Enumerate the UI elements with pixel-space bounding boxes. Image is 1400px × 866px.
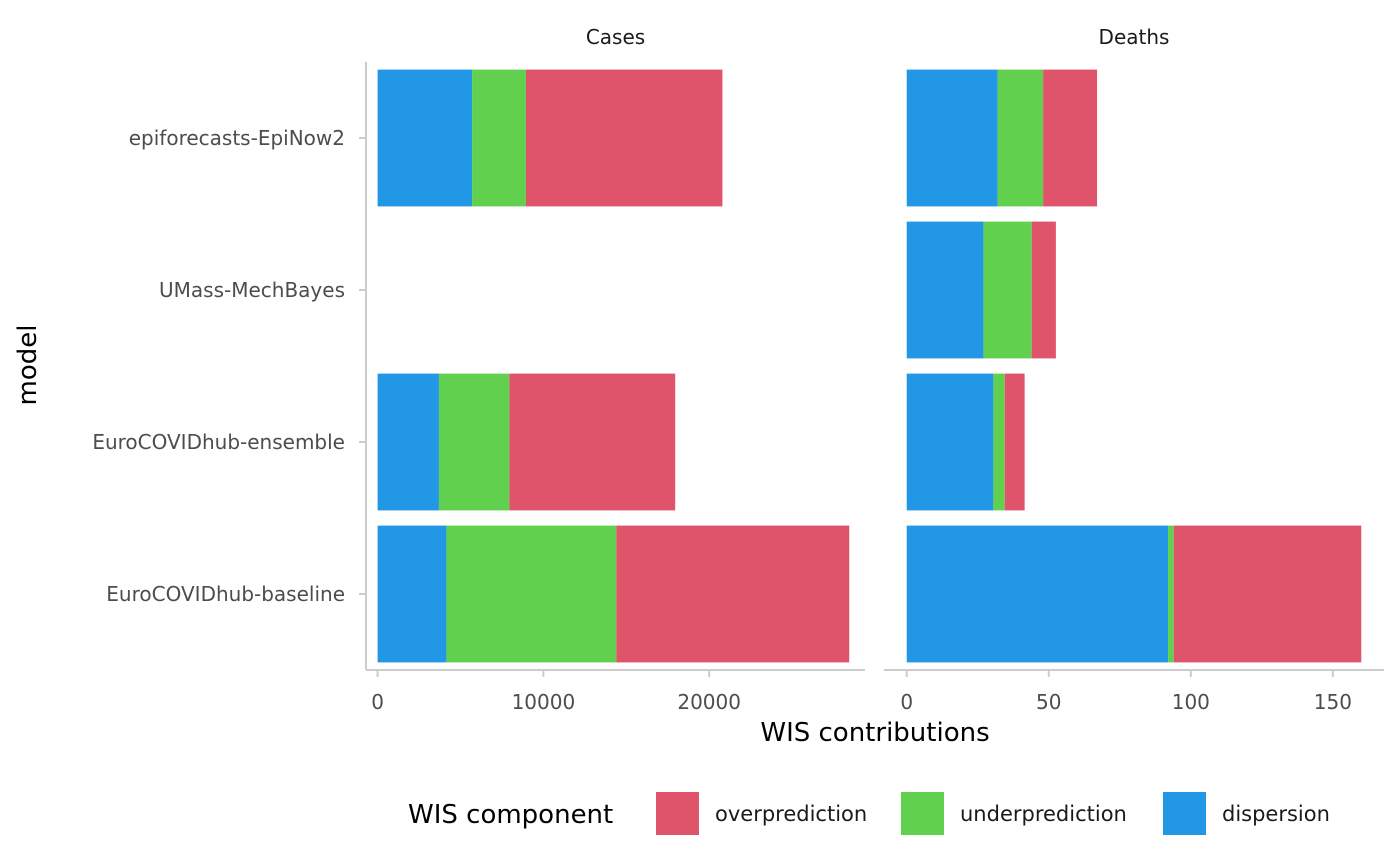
- panel-title-deaths: Deaths: [1099, 25, 1170, 49]
- bar-deaths-epiforecasts-epinow2-dispersion: [906, 69, 998, 207]
- bar-cases-eurocovidhub-baseline-overprediction: [616, 525, 850, 663]
- y-tick-label-umass-mechbayes: UMass-MechBayes: [159, 278, 345, 302]
- bar-deaths-eurocovidhub-baseline-dispersion: [906, 525, 1169, 663]
- bar-cases-eurocovidhub-ensemble-overprediction: [509, 373, 676, 511]
- bar-deaths-eurocovidhub-ensemble-dispersion: [906, 373, 994, 511]
- bar-deaths-epiforecasts-epinow2-overprediction: [1043, 69, 1098, 207]
- bar-deaths-eurocovidhub-ensemble-overprediction: [1004, 373, 1025, 511]
- legend-item-underprediction: underprediction: [901, 792, 1127, 835]
- panel-title-cases: Cases: [586, 25, 645, 49]
- x-tick-label-cases: 20000: [677, 690, 741, 714]
- bar-deaths-eurocovidhub-baseline-overprediction: [1173, 525, 1362, 663]
- bar-deaths-epiforecasts-epinow2-underprediction: [997, 69, 1044, 207]
- legend-item-overprediction: overprediction: [656, 792, 867, 835]
- y-tick-label-eurocovidhub-baseline: EuroCOVIDhub-baseline: [106, 582, 345, 606]
- bar-deaths-eurocovidhub-baseline-underprediction: [1168, 525, 1174, 663]
- bar-deaths-umass-mechbayes-underprediction: [983, 221, 1032, 359]
- bar-deaths-umass-mechbayes-dispersion: [906, 221, 984, 359]
- legend-label-underprediction: underprediction: [960, 802, 1127, 826]
- bar-cases-eurocovidhub-baseline-underprediction: [446, 525, 617, 663]
- y-tick-label-epiforecasts-epinow2: epiforecasts-EpiNow2: [129, 126, 345, 150]
- legend-item-dispersion: dispersion: [1163, 792, 1330, 835]
- bar-cases-eurocovidhub-baseline-dispersion: [377, 525, 447, 663]
- legend-label-dispersion: dispersion: [1222, 802, 1330, 826]
- chart-panels: Cases 0 10000 20000 Deaths 0 50 100 150: [366, 25, 1384, 714]
- x-tick-label-deaths: 150: [1314, 690, 1352, 714]
- y-axis: epiforecasts-EpiNow2 UMass-MechBayes EuroC…: [92, 62, 367, 670]
- x-tick-label-cases: 10000: [512, 690, 576, 714]
- bar-cases-eurocovidhub-ensemble-underprediction: [438, 373, 510, 511]
- x-tick-label-deaths: 50: [1036, 690, 1061, 714]
- x-tick-label-deaths: 100: [1172, 690, 1210, 714]
- legend-swatch-dispersion: [1163, 792, 1206, 835]
- bar-deaths-umass-mechbayes-overprediction: [1031, 221, 1056, 359]
- legend-label-overprediction: overprediction: [715, 802, 867, 826]
- panel-cases: Cases 0 10000 20000: [366, 25, 865, 714]
- bar-cases-epiforecasts-epinow2-dispersion: [377, 69, 473, 207]
- bar-deaths-eurocovidhub-ensemble-underprediction: [993, 373, 1005, 511]
- bar-cases-epiforecasts-epinow2-overprediction: [525, 69, 723, 207]
- y-tick-label-eurocovidhub-ensemble: EuroCOVIDhub-ensemble: [92, 430, 345, 454]
- panel-deaths: Deaths 0 50 100 150: [884, 25, 1384, 714]
- x-tick-label-deaths: 0: [900, 690, 913, 714]
- legend-title: WIS component: [408, 800, 613, 830]
- bar-cases-eurocovidhub-ensemble-dispersion: [377, 373, 439, 511]
- bar-cases-epiforecasts-epinow2-underprediction: [472, 69, 526, 207]
- legend-swatch-underprediction: [901, 792, 944, 835]
- legend: WIS component overprediction underpredict…: [408, 792, 1330, 835]
- y-axis-title: model: [13, 325, 43, 406]
- x-tick-label-cases: 0: [371, 690, 384, 714]
- legend-swatch-overprediction: [656, 792, 699, 835]
- x-axis-title: WIS contributions: [760, 718, 989, 748]
